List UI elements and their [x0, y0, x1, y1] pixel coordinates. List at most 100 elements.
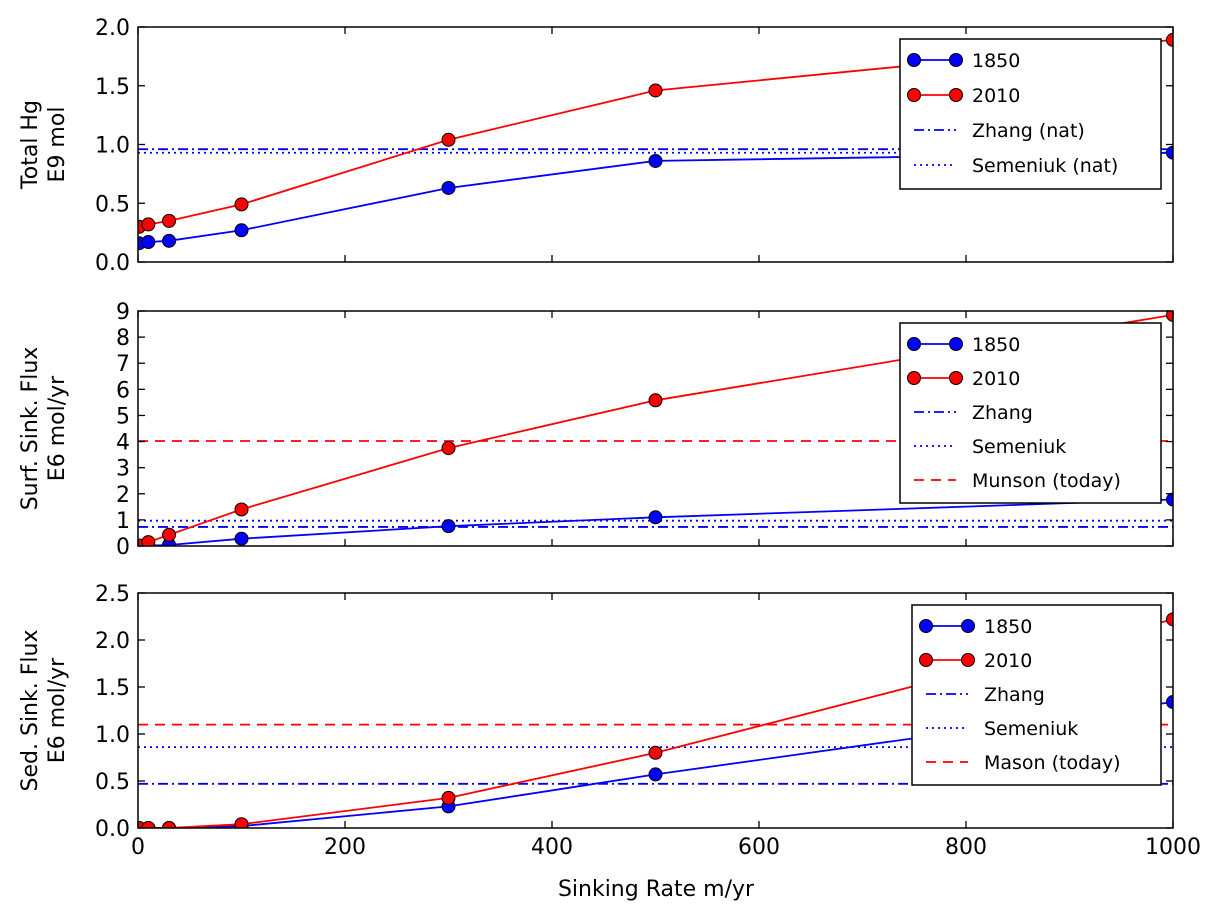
axes-frame	[137, 592, 1174, 829]
data-point	[234, 531, 249, 546]
y-tick-label: 0.0	[95, 251, 130, 276]
y-tick-label: 1.0	[95, 134, 130, 159]
y-tick-label: 0.5	[95, 770, 130, 795]
y-axis-label-line: E9 mol	[45, 107, 70, 183]
y-axis-label-line: E6 mol/yr	[45, 657, 70, 763]
data-point	[648, 83, 663, 98]
y-axis-label: Surf. Sink. FluxE6 mol/yr	[18, 347, 70, 511]
legend-label: Semeniuk	[984, 718, 1078, 740]
legend-label: Zhang	[984, 684, 1045, 706]
legend-box	[899, 322, 1162, 504]
y-tick-label: 9	[116, 300, 130, 325]
legend-label: Zhang (nat)	[972, 120, 1085, 142]
legend-label: Munson (today)	[972, 470, 1121, 492]
x-tick-label: 200	[324, 835, 366, 860]
y-tick-label: 5	[116, 404, 130, 429]
data-point	[141, 217, 156, 232]
data-point	[1166, 695, 1173, 710]
data-point	[441, 441, 456, 456]
y-tick-label: 2.0	[95, 629, 130, 654]
y-tick-label: 1.5	[95, 676, 130, 701]
data-point	[234, 197, 249, 212]
data-point	[162, 821, 177, 828]
data-point	[1166, 311, 1173, 322]
chart-panel-1: 0.0 0.5 1.0 1.5 2.0 Total HgE9 mol 1850 2010 Zha…	[18, 16, 1174, 276]
y-tick-label: 1.5	[95, 75, 130, 100]
y-tick-label: 4	[116, 431, 130, 456]
y-axis-label: Total HgE9 mol	[18, 100, 70, 190]
legend-label: Zhang	[972, 402, 1033, 424]
y-tick-label: 8	[116, 326, 130, 351]
legend-marker	[961, 619, 975, 633]
legend-marker	[949, 371, 963, 385]
y-tick-label: 7	[116, 352, 130, 377]
data-point	[441, 519, 456, 534]
legend-marker	[919, 619, 933, 633]
data-point	[648, 510, 663, 525]
data-point	[141, 535, 156, 546]
axes-frame	[137, 310, 1174, 547]
y-tick-label: 1.0	[95, 723, 130, 748]
legend-marker	[949, 88, 963, 102]
y-tick-label: 0.0	[95, 817, 130, 842]
x-tick-label: 600	[738, 835, 780, 860]
legend-label: 1850	[972, 334, 1020, 356]
data-point	[1166, 145, 1173, 160]
data-point	[141, 235, 156, 250]
data-point	[234, 502, 249, 517]
legend-label: Semeniuk (nat)	[972, 155, 1118, 177]
legend: 1850 2010 Zhang (nat) Semeniuk (nat)	[899, 38, 1162, 190]
legend-marker	[949, 337, 963, 351]
chart-panel-3: 0 200 400 600 800 1000 0.0 0.5 1.0 1.5 2.0 2.5 Sed. …	[18, 582, 1201, 860]
legend-label: 2010	[972, 85, 1020, 107]
data-point	[648, 153, 663, 168]
y-tick-label: 2.5	[95, 582, 130, 607]
legend-marker	[907, 88, 921, 102]
x-axis-label: Sinking Rate m/yr	[558, 877, 755, 902]
legend-marker	[949, 53, 963, 67]
data-point	[162, 527, 177, 542]
legend-box	[911, 604, 1162, 786]
y-axis-label-line: Sed. Sink. Flux	[18, 630, 43, 792]
data-point	[1166, 612, 1173, 627]
data-point	[234, 223, 249, 238]
legend-box	[899, 38, 1162, 190]
data-point	[441, 132, 456, 147]
data-point	[1166, 492, 1173, 507]
y-tick-label: 0.5	[95, 192, 130, 217]
x-tick-label: 400	[531, 835, 573, 860]
data-point	[648, 745, 663, 760]
data-point	[648, 393, 663, 408]
legend: 1850 2010 Zhang Semeniuk Mason (today)	[911, 604, 1162, 786]
legend-label: Mason (today)	[984, 752, 1121, 774]
legend-label: 1850	[972, 50, 1020, 72]
y-axis-label-line: Surf. Sink. Flux	[18, 347, 43, 511]
data-point	[1166, 32, 1173, 47]
y-axis-label: Sed. Sink. FluxE6 mol/yr	[18, 630, 70, 792]
x-tick-label: 800	[945, 835, 987, 860]
y-tick-label: 2	[116, 483, 130, 508]
legend: 1850 2010 Zhang Semeniuk Munson (today)	[899, 322, 1162, 504]
x-tick-label: 0	[131, 835, 145, 860]
data-point	[441, 180, 456, 195]
legend-marker	[919, 653, 933, 667]
y-axis-label-line: Total Hg	[18, 100, 43, 190]
legend-marker	[961, 653, 975, 667]
legend-label: 2010	[972, 368, 1020, 390]
legend-marker	[907, 53, 921, 67]
legend-label: Semeniuk	[972, 436, 1066, 458]
data-point	[162, 213, 177, 228]
x-tick-label: 1000	[1145, 835, 1201, 860]
data-point	[141, 821, 156, 828]
legend-marker	[907, 337, 921, 351]
legend-label: 2010	[984, 650, 1032, 672]
y-tick-label: 2.0	[95, 16, 130, 41]
y-tick-label: 3	[116, 457, 130, 482]
y-axis-label-line: E6 mol/yr	[45, 375, 70, 481]
legend-marker	[907, 371, 921, 385]
y-tick-label: 0	[116, 535, 130, 560]
data-point	[162, 233, 177, 248]
